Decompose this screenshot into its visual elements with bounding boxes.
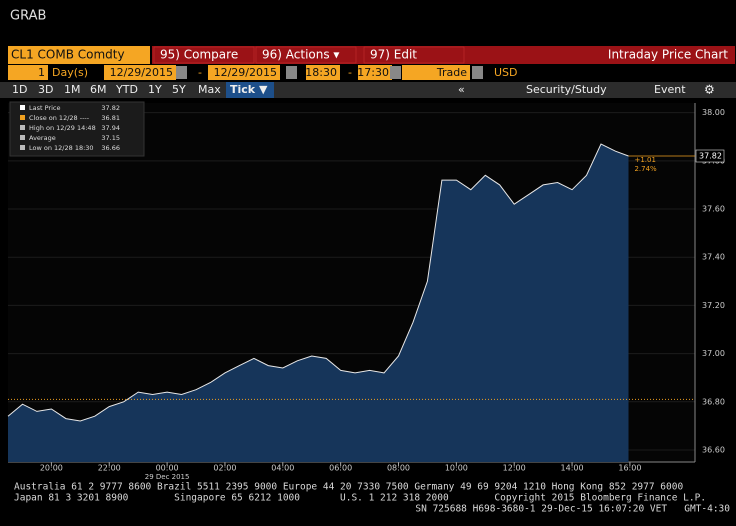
range-bar	[0, 82, 736, 98]
toolbar-button[interactable]	[255, 46, 357, 64]
legend-swatch	[20, 105, 25, 110]
x-tick-label: 22:00	[98, 464, 121, 473]
settings-icon[interactable]: ⚙	[704, 83, 715, 97]
price-line	[7, 143, 629, 422]
toolbar-button-label: 95) Compare	[160, 48, 238, 62]
param-text: -	[348, 66, 352, 79]
footer-line: Japan 81 3 3201 8900 Singapore 65 6212 1…	[14, 493, 706, 504]
legend-label: Close on 12/28 ----	[29, 114, 90, 122]
calendar-icon[interactable]	[176, 66, 187, 79]
toolbar-button-label: 96) Actions ▾	[262, 48, 339, 62]
x-tick-label: 04:00	[271, 464, 294, 473]
range-button[interactable]: YTD	[115, 83, 138, 96]
param-text: 1	[38, 66, 45, 79]
legend-value: 36.81	[101, 114, 120, 122]
y-tick-label: 37.40	[702, 253, 725, 262]
param-field[interactable]	[8, 65, 48, 80]
x-tick-label: 06:00	[329, 464, 352, 473]
param-text: 18:30	[305, 66, 337, 79]
param-field[interactable]	[402, 65, 470, 80]
legend-label: Last Price	[29, 104, 60, 112]
toolbar-button[interactable]	[153, 46, 255, 64]
legend-swatch	[20, 115, 25, 120]
toolbar-button-label: 97) Edit	[370, 48, 417, 62]
param-field[interactable]	[104, 65, 176, 80]
x-tick-label: 08:00	[387, 464, 410, 473]
tool-button[interactable]: Security/Study	[526, 83, 607, 96]
toolbar-button[interactable]	[363, 46, 465, 64]
x-tick-label: 00:00	[156, 464, 179, 473]
legend-value: 36.66	[101, 144, 120, 152]
legend-label: Low on 12/28 18:30	[29, 144, 94, 152]
param-field[interactable]	[208, 65, 280, 80]
y-tick-label: 37.20	[702, 301, 725, 310]
param-field[interactable]	[306, 65, 340, 80]
range-selected[interactable]	[226, 82, 274, 98]
range-button[interactable]: Max	[198, 83, 221, 96]
change-pct-label: 2.74%	[634, 165, 657, 173]
chart-name: Intraday Price Chart	[608, 48, 728, 62]
y-tick-label: 36.80	[702, 397, 725, 406]
x-tick-label: 16:00	[618, 464, 641, 473]
tool-button[interactable]: Event	[654, 83, 686, 96]
param-text: 17:30	[357, 66, 389, 79]
price-area	[8, 144, 629, 462]
last-price-box	[695, 149, 725, 163]
security-field[interactable]	[8, 46, 150, 64]
legend-value: 37.82	[101, 104, 120, 112]
tool-button[interactable]: «	[458, 83, 465, 96]
range-button[interactable]: 1Y	[148, 83, 162, 96]
date-label: 29 Dec 2015	[145, 473, 190, 481]
calendar-icon[interactable]	[286, 66, 297, 79]
y-tick-label: 37.60	[702, 205, 725, 214]
y-tick-label: 38.00	[702, 108, 725, 117]
last-price-label: 37.82	[699, 152, 722, 161]
calendar-icon[interactable]	[390, 66, 401, 79]
legend-label: Average	[29, 134, 56, 142]
param-text: -	[198, 66, 202, 79]
range-button[interactable]: 1D	[12, 83, 27, 96]
footer-line: Australia 61 2 9777 8600 Brazil 5511 239…	[14, 482, 683, 493]
x-tick-label: 10:00	[445, 464, 468, 473]
calendar-icon[interactable]	[472, 66, 483, 79]
range-button[interactable]: 5Y	[172, 83, 186, 96]
legend-value: 37.15	[101, 134, 120, 142]
legend-swatch	[20, 145, 25, 150]
legend-box	[9, 101, 145, 157]
param-text: 12/29/2015	[110, 66, 173, 79]
legend-value: 37.94	[101, 124, 120, 132]
legend-swatch	[20, 135, 25, 140]
param-text: 12/29/2015	[214, 66, 277, 79]
change-label: +1.01	[634, 156, 655, 164]
range-button[interactable]: Tick ▼	[230, 83, 268, 96]
x-tick-label: 14:00	[561, 464, 584, 473]
legend-label: High on 12/29 14:48	[29, 124, 96, 132]
x-tick-label: 02:00	[213, 464, 236, 473]
param-text: Trade	[436, 66, 467, 79]
range-button[interactable]: 1M	[64, 83, 81, 96]
x-tick-label: 20:00	[40, 464, 63, 473]
y-tick-label: 37.00	[702, 349, 725, 358]
param-text: USD	[494, 66, 518, 79]
legend-swatch	[20, 125, 25, 130]
range-button[interactable]: 3D	[38, 83, 53, 96]
x-tick-label: 12:00	[503, 464, 526, 473]
security-text: CL1 COMB Comdty	[11, 48, 125, 62]
window-title: GRAB	[10, 9, 46, 24]
param-text: Day(s)	[52, 66, 88, 79]
y-tick-label: 36.60	[702, 445, 725, 454]
footer-line: SN 725688 H698-3680-1 29-Dec-15 16:07:20…	[415, 504, 730, 515]
range-button[interactable]: 6M	[90, 83, 107, 96]
param-field[interactable]	[358, 65, 392, 80]
